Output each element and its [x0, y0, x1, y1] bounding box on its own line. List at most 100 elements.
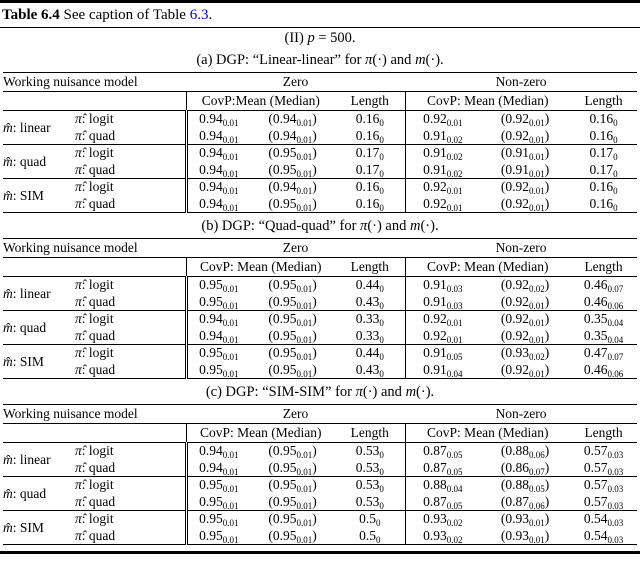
- pi-model-text: : logit: [81, 511, 114, 527]
- value-main: 0.46: [583, 277, 608, 293]
- value-main: 0.92: [505, 277, 529, 293]
- value-subscript: 0.01: [296, 352, 313, 363]
- m-model-label: m̂: SIM: [3, 510, 75, 545]
- value-main: 0.95: [199, 361, 223, 377]
- nonzero-covp-header: CovP: Mean (Median): [404, 423, 571, 443]
- value-main: 0.92: [505, 327, 529, 343]
- value-cell: 0.170: [570, 162, 637, 179]
- value-cell: 0.330: [335, 328, 405, 345]
- value-subscript: 0.01: [222, 352, 239, 363]
- value-subscript: 0.01: [296, 202, 313, 213]
- zero-length-header: Length: [335, 423, 406, 443]
- value-cell: (0.950.01): [250, 476, 336, 494]
- value-main: 0.43: [355, 293, 380, 309]
- pi-model-label: π̂: quad: [75, 162, 186, 179]
- value-cell: 0.940.01: [184, 195, 251, 213]
- table-6-3-link[interactable]: 6.3: [189, 7, 209, 23]
- m-model-text: : quad: [12, 319, 47, 335]
- value-cell: 0.950.01: [184, 476, 251, 494]
- value-subscript: 0.01: [296, 500, 313, 511]
- value-main: 0.91: [423, 127, 447, 143]
- value-subscript: 0.03: [446, 284, 463, 295]
- value-cell: (0.870.06): [500, 493, 550, 511]
- value-cell: 0.910.04: [404, 361, 481, 379]
- value-subscript: 0: [379, 368, 384, 379]
- value-cell: 0.160: [335, 111, 405, 128]
- value-main: 0.91: [505, 145, 529, 161]
- value-main: 0.94: [272, 179, 297, 195]
- table-row: π̂: quad 0.940.01 (0.940.01) 0.160 0.910.02(…: [3, 127, 637, 145]
- value-cell: 0.160: [335, 196, 405, 213]
- value-main: 0.95: [272, 195, 297, 211]
- value-subscript: 0.01: [222, 186, 239, 197]
- value-cell: 0.930.02: [404, 527, 481, 545]
- value-subscript: 0.01: [296, 168, 313, 179]
- value-cell: 0.530: [335, 460, 405, 477]
- value-subscript: 0.01: [222, 466, 239, 477]
- table-row: m̂: linear π̂: logit 0.940.01 (0.940.01) 0.1…: [3, 110, 637, 135]
- subtable-b-caption: (b) DGP: “Quad-quad” for π(·) and m(·).: [201, 218, 439, 234]
- zero-header: Zero: [186, 238, 406, 258]
- value-main: 0.95: [272, 277, 297, 293]
- pi-model-symbol: π̂: [75, 277, 82, 293]
- value-cell: (0.910.01): [480, 144, 571, 162]
- value-subscript: 0.01: [296, 450, 313, 461]
- value-subscript: 0.03: [607, 450, 624, 461]
- value-main: 0.94: [199, 111, 223, 127]
- value-subscript: 0.01: [528, 168, 545, 179]
- value-subscript: 0.02: [528, 284, 545, 295]
- value-cell: 0.940.01: [184, 442, 251, 460]
- value-main: 0.95: [272, 145, 297, 161]
- value-cell: 0.940.01: [184, 459, 251, 477]
- value-subscript: 0.01: [446, 318, 463, 329]
- value-cell: 0.940.01: [184, 161, 251, 179]
- value-main: 0.16: [355, 127, 380, 143]
- value-cell: 0.440: [335, 344, 406, 363]
- value-cell: 0.170: [570, 144, 638, 162]
- value-main: 0.95: [272, 511, 297, 527]
- value-subscript: 0.01: [446, 186, 463, 197]
- pi-model-symbol: π̂: [75, 527, 82, 543]
- header-row: Working nuisance model Zero Non-zero: [3, 238, 638, 258]
- pi-model-symbol: π̂: [75, 293, 82, 309]
- value-main: 0.35: [583, 327, 608, 343]
- pi-model-label: π̂: logit: [75, 443, 186, 460]
- value-main: 0.92: [505, 127, 529, 143]
- m-model-symbol: m̂: [3, 451, 13, 467]
- value-subscript: 0.01: [528, 202, 545, 213]
- m-model-text: : quad: [12, 153, 47, 169]
- value-subscript: 0.01: [222, 334, 239, 345]
- value-cell: 0.950.01: [184, 493, 251, 511]
- value-cell: (0.950.01): [268, 493, 317, 511]
- value-cell: 0.940.01: [184, 178, 251, 197]
- pi-model-label: π̂: quad: [75, 196, 186, 213]
- value-main: 0.53: [355, 459, 380, 475]
- zero-covp-header: CovP: Mean (Median): [185, 257, 336, 277]
- value-cell: 0.870.05: [404, 493, 481, 511]
- pi-model-symbol: π̂: [75, 111, 82, 127]
- panel-subtitle: (II) p = 500.: [284, 30, 356, 46]
- table-row: m̂: SIM π̂: logit 0.950.01 (0.950.01) 0.440 0…: [3, 344, 638, 379]
- value-subscript: 0.01: [296, 466, 313, 477]
- value-cell: (0.930.02): [480, 344, 571, 362]
- value-subscript: 0: [379, 352, 384, 363]
- m-model-symbol: m̂: [3, 319, 13, 335]
- pi-model-symbol: π̂: [75, 459, 82, 475]
- value-cell: 0.530: [335, 494, 405, 511]
- pi-model-symbol: π̂: [75, 345, 82, 361]
- value-main: 0.16: [355, 195, 380, 211]
- value-subscript: 0.04: [446, 484, 463, 495]
- pi-model-text: : quad: [81, 527, 116, 543]
- value-subscript: 0: [379, 168, 384, 179]
- value-cell: 0.160: [570, 111, 637, 128]
- value-subscript: 0.01: [446, 202, 463, 213]
- m-model-text: : quad: [12, 485, 47, 501]
- value-subscript: 0: [379, 466, 384, 477]
- value-main: 0.16: [589, 111, 614, 127]
- table-row: π̂: quad 0.950.01 (0.950.01) 0.50 0.930.02 (0…: [3, 527, 637, 545]
- value-subscript: 0.01: [296, 118, 313, 129]
- value-subscript: 0.03: [607, 466, 624, 477]
- value-main: 0.93: [423, 527, 447, 543]
- table-row: m̂: SIM π̂: logit 0.940.01 (0.940.01) 0.160 0…: [3, 178, 638, 213]
- value-subscript: 0.03: [607, 534, 624, 545]
